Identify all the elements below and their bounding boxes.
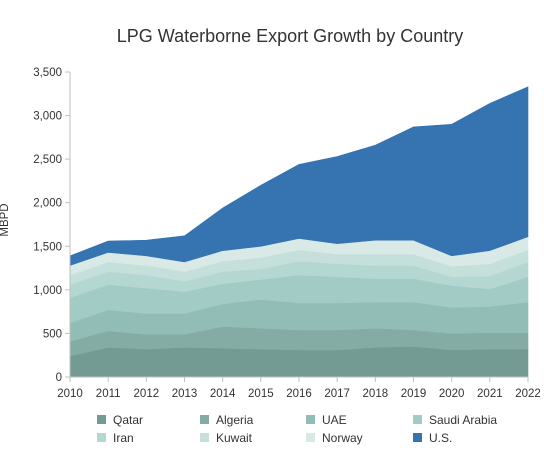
x-tick-label: 2022 — [515, 388, 541, 400]
legend-label: UAE — [322, 413, 347, 427]
x-tick-label: 2016 — [286, 388, 312, 400]
area-series-u-s- — [69, 86, 529, 266]
legend-label: Qatar — [113, 413, 143, 427]
x-tick-label: 2012 — [134, 388, 160, 400]
x-tick-label: 2015 — [248, 388, 274, 400]
y-axis-title: MBPD — [0, 203, 11, 236]
legend-label: Algeria — [216, 413, 254, 427]
series-areas — [69, 86, 529, 378]
y-tick-label: 2,500 — [33, 154, 62, 166]
x-tick-label: 2018 — [363, 388, 389, 400]
y-tick-label: 500 — [43, 328, 62, 340]
legend-label: U.S. — [429, 431, 452, 445]
x-tick-label: 2017 — [324, 388, 350, 400]
legend-swatch — [306, 433, 315, 442]
legend-swatch — [413, 415, 422, 424]
y-tick-label: 3,000 — [33, 111, 62, 123]
legend-item-norway: Norway — [306, 431, 363, 445]
y-tick-label: 0 — [56, 372, 62, 384]
x-tick-label: 2019 — [401, 388, 427, 400]
legend-item-saudi-arabia: Saudi Arabia — [413, 413, 497, 427]
legend-swatch — [306, 415, 315, 424]
y-tick-label: 1,000 — [33, 285, 62, 297]
legend: Qatar Algeria UAE Saudi Arabia Iran Kuwait Nor… — [97, 413, 497, 445]
y-tick-label: 1,500 — [33, 241, 62, 253]
legend-item-kuwait: Kuwait — [200, 431, 253, 445]
legend-swatch — [200, 415, 209, 424]
x-tick-label: 2013 — [172, 388, 198, 400]
legend-item-u-s-: U.S. — [413, 431, 452, 445]
y-axis-ticks: 0 500 1,000 1,500 2,000 2,500 3,000 3,500 — [33, 67, 70, 384]
legend-swatch — [200, 433, 209, 442]
legend-item-iran: Iran — [97, 431, 134, 445]
legend-label: Kuwait — [216, 431, 253, 445]
x-tick-label: 2014 — [210, 388, 236, 400]
legend-item-uae: UAE — [306, 413, 347, 427]
x-axis-ticks: 2010 2011 2012 2013 2014 2015 2016 2017 2018 2019… — [57, 377, 541, 400]
area-series-qatar — [69, 346, 529, 378]
x-tick-label: 2010 — [57, 388, 83, 400]
x-tick-label: 2020 — [439, 388, 465, 400]
chart-title: LPG Waterborne Export Growth by Country — [117, 26, 463, 46]
y-tick-label: 3,500 — [33, 67, 62, 79]
legend-swatch — [413, 433, 422, 442]
legend-swatch — [97, 433, 106, 442]
legend-label: Iran — [113, 431, 134, 445]
y-tick-label: 2,000 — [33, 198, 62, 210]
x-tick-label: 2021 — [477, 388, 503, 400]
legend-label: Saudi Arabia — [429, 413, 497, 427]
legend-item-qatar: Qatar — [97, 413, 143, 427]
legend-swatch — [97, 415, 106, 424]
legend-item-algeria: Algeria — [200, 413, 254, 427]
legend-label: Norway — [322, 431, 363, 445]
x-tick-label: 2011 — [96, 388, 121, 400]
